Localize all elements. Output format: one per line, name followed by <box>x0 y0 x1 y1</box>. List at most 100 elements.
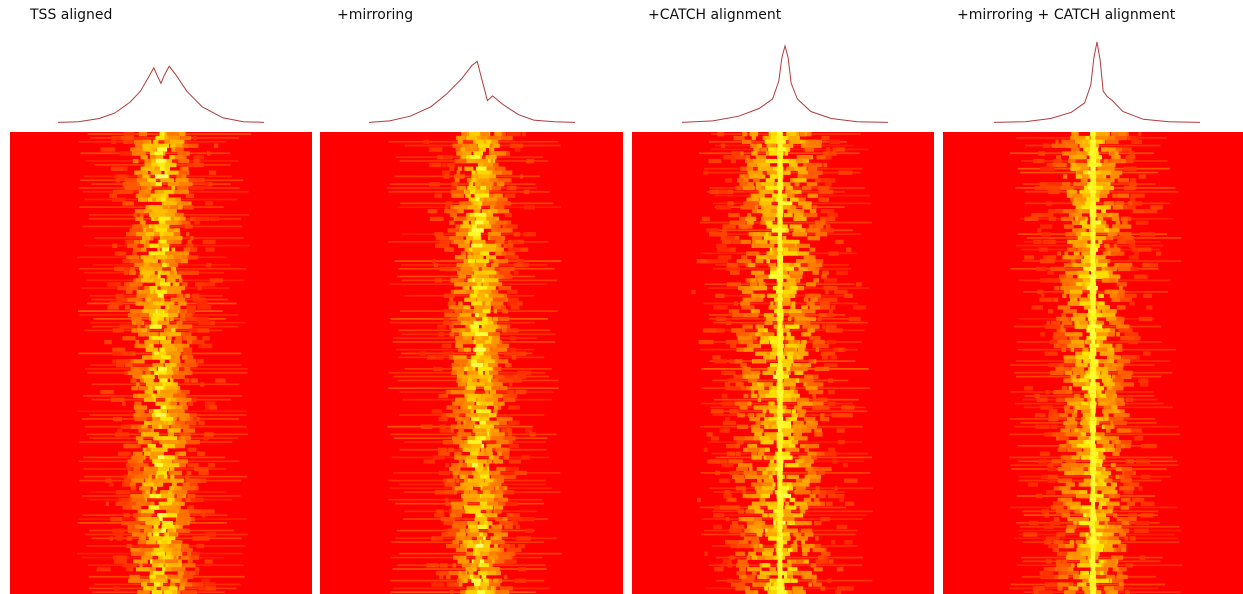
heatmap-cell <box>457 579 461 583</box>
heatmap-cell <box>491 475 504 479</box>
heatmap-cell <box>751 540 760 544</box>
heatmap-center-line <box>1090 378 1095 382</box>
heatmap-cell <box>752 502 766 506</box>
heatmap-cell <box>837 567 844 571</box>
heatmap-cell <box>504 455 510 459</box>
heatmap-cell <box>464 536 472 540</box>
heatmap-cell <box>488 321 494 325</box>
heatmap-center-line <box>777 405 782 409</box>
heatmap-cell <box>1100 344 1110 348</box>
heatmap-cell <box>1074 394 1080 398</box>
heatmap-cell <box>725 386 740 390</box>
heatmap-center-line <box>777 171 784 175</box>
heatmap-cell <box>808 236 821 240</box>
heatmap-cell <box>507 290 517 294</box>
heatmap-cell <box>452 182 457 186</box>
heatmap-cell <box>171 355 174 359</box>
heatmap-cell <box>767 144 771 148</box>
heatmap-cell <box>470 490 478 494</box>
heatmap-cell <box>116 359 122 363</box>
heatmap-cell <box>526 428 533 432</box>
heatmap-cell <box>517 536 532 540</box>
heatmap-center-line <box>777 413 783 417</box>
heatmap-cell <box>164 232 174 236</box>
heatmap-cell <box>169 263 178 267</box>
heatmap-cell <box>510 348 517 352</box>
heatmap-cell <box>1111 171 1122 175</box>
heatmap-cell <box>206 248 215 252</box>
heatmap-cell <box>735 479 745 483</box>
heatmap-cell <box>153 529 161 533</box>
heatmap-cell <box>756 582 765 586</box>
heatmap-cell <box>796 136 800 140</box>
heatmap-cell <box>171 186 175 190</box>
heatmap-cell <box>502 328 507 332</box>
heatmap-center-line <box>778 174 783 178</box>
heatmap-center-line <box>777 147 782 151</box>
heatmap-cell <box>825 452 837 456</box>
heatmap-cell <box>166 259 175 263</box>
heatmap-cell <box>508 405 520 409</box>
heatmap-cell <box>1052 459 1063 463</box>
heatmap-cell <box>801 340 807 344</box>
heatmap-cell <box>1108 228 1120 232</box>
heatmap-cell <box>457 421 461 425</box>
heatmap-cell <box>1096 332 1109 336</box>
heatmap-cell <box>158 163 165 167</box>
heatmap-cell <box>807 382 820 386</box>
heatmap-cell <box>138 394 142 398</box>
heatmap-center-line <box>1091 436 1096 440</box>
heatmap-cell <box>470 494 480 498</box>
heatmap-cell <box>787 390 794 394</box>
heatmap-cell <box>491 525 502 529</box>
heatmap-cell <box>471 444 481 448</box>
heatmap-cell <box>704 448 708 452</box>
heatmap-cell <box>1062 151 1076 155</box>
heatmap-cell <box>766 394 778 398</box>
heatmap-cell <box>797 355 800 359</box>
heatmap-cell <box>449 325 454 329</box>
heatmap-cell <box>1110 151 1115 155</box>
heatmap-cell <box>838 171 852 175</box>
heatmap-cell <box>174 471 182 475</box>
heatmap-cell <box>729 556 734 560</box>
heatmap-cell <box>147 178 156 182</box>
heatmap-cell <box>790 579 797 583</box>
heatmap-cell <box>1063 174 1067 178</box>
heatmap-cell <box>806 386 818 390</box>
heatmap-cell <box>807 328 814 332</box>
heatmap-cell <box>141 556 152 560</box>
heatmap-center-line <box>777 398 783 402</box>
heatmap-cell <box>476 544 484 548</box>
heatmap-cell <box>170 579 180 583</box>
heatmap-cell <box>109 301 114 305</box>
heatmap-cell <box>1107 359 1114 363</box>
heatmap-center-line <box>1090 332 1097 336</box>
heatmap-cell <box>130 482 136 486</box>
heatmap-cell <box>762 332 774 336</box>
heatmap-cell <box>500 317 509 321</box>
heatmap-cell <box>190 340 204 344</box>
heatmap-cell <box>1121 159 1126 163</box>
heatmap-cell <box>124 479 131 483</box>
heatmap-cell <box>527 159 532 163</box>
heatmap-cell <box>186 421 197 425</box>
heatmap-cell <box>1138 378 1148 382</box>
heatmap-cell <box>1123 205 1128 209</box>
heatmap-cell <box>762 440 773 444</box>
heatmap-cell <box>758 452 765 456</box>
heatmap-cell <box>452 509 466 513</box>
heatmap-cell <box>804 332 811 336</box>
heatmap-cell <box>1114 244 1117 248</box>
heatmap-cell <box>122 482 130 486</box>
heatmap-cell <box>196 155 200 159</box>
heatmap-cell <box>450 167 455 171</box>
heatmap-cell <box>493 194 503 198</box>
heatmap-cell <box>1096 321 1104 325</box>
heatmap-cell <box>807 502 821 506</box>
heatmap-cell <box>507 548 522 552</box>
heatmap-cell <box>137 590 149 594</box>
heatmap-cell <box>475 355 481 359</box>
heatmap-cell <box>1054 159 1062 163</box>
heatmap-cell <box>1062 386 1068 390</box>
